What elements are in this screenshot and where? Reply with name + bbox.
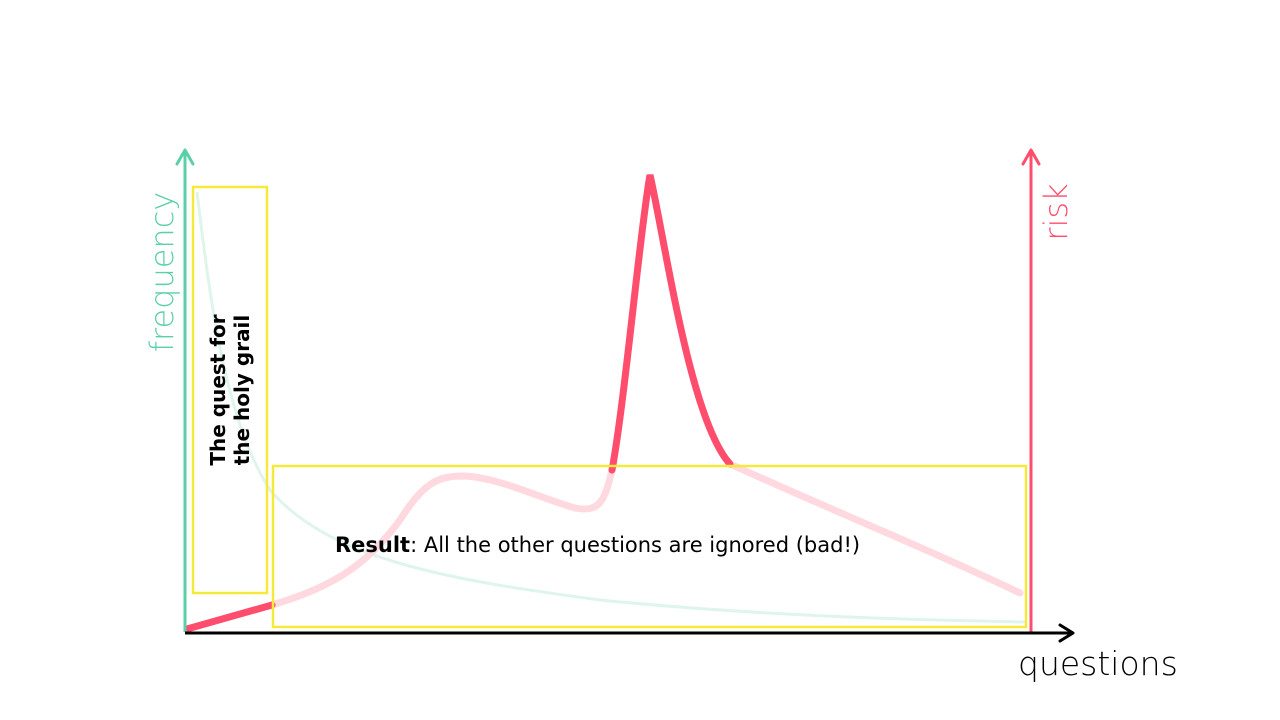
result-box <box>271 464 1028 629</box>
risk-curve-peak <box>608 174 734 474</box>
holy-grail-box <box>191 185 269 595</box>
frequency-axis-arrowhead <box>175 148 195 166</box>
result-annotation-rest: : All the other questions are ignored (b… <box>410 533 861 557</box>
result-annotation: Result: All the other questions are igno… <box>335 533 860 557</box>
risk-curve-faded <box>268 460 1024 609</box>
holy-grail-line-1: The quest for <box>206 314 230 466</box>
risk-curve-start <box>183 601 276 633</box>
frequency-axis-label: frequency <box>143 191 181 353</box>
frequency-curve <box>195 191 1026 624</box>
risk-axis-label: risk <box>1037 183 1075 241</box>
questions-axis-arrowhead <box>1058 623 1075 643</box>
result-annotation-bold: Result <box>335 533 411 557</box>
holy-grail-line-2: the holy grail <box>230 314 254 466</box>
questions-axis-label: questions <box>1018 644 1178 683</box>
risk-axis-arrowhead <box>1021 148 1041 166</box>
holy-grail-annotation: The quest for the holy grail <box>206 314 254 465</box>
